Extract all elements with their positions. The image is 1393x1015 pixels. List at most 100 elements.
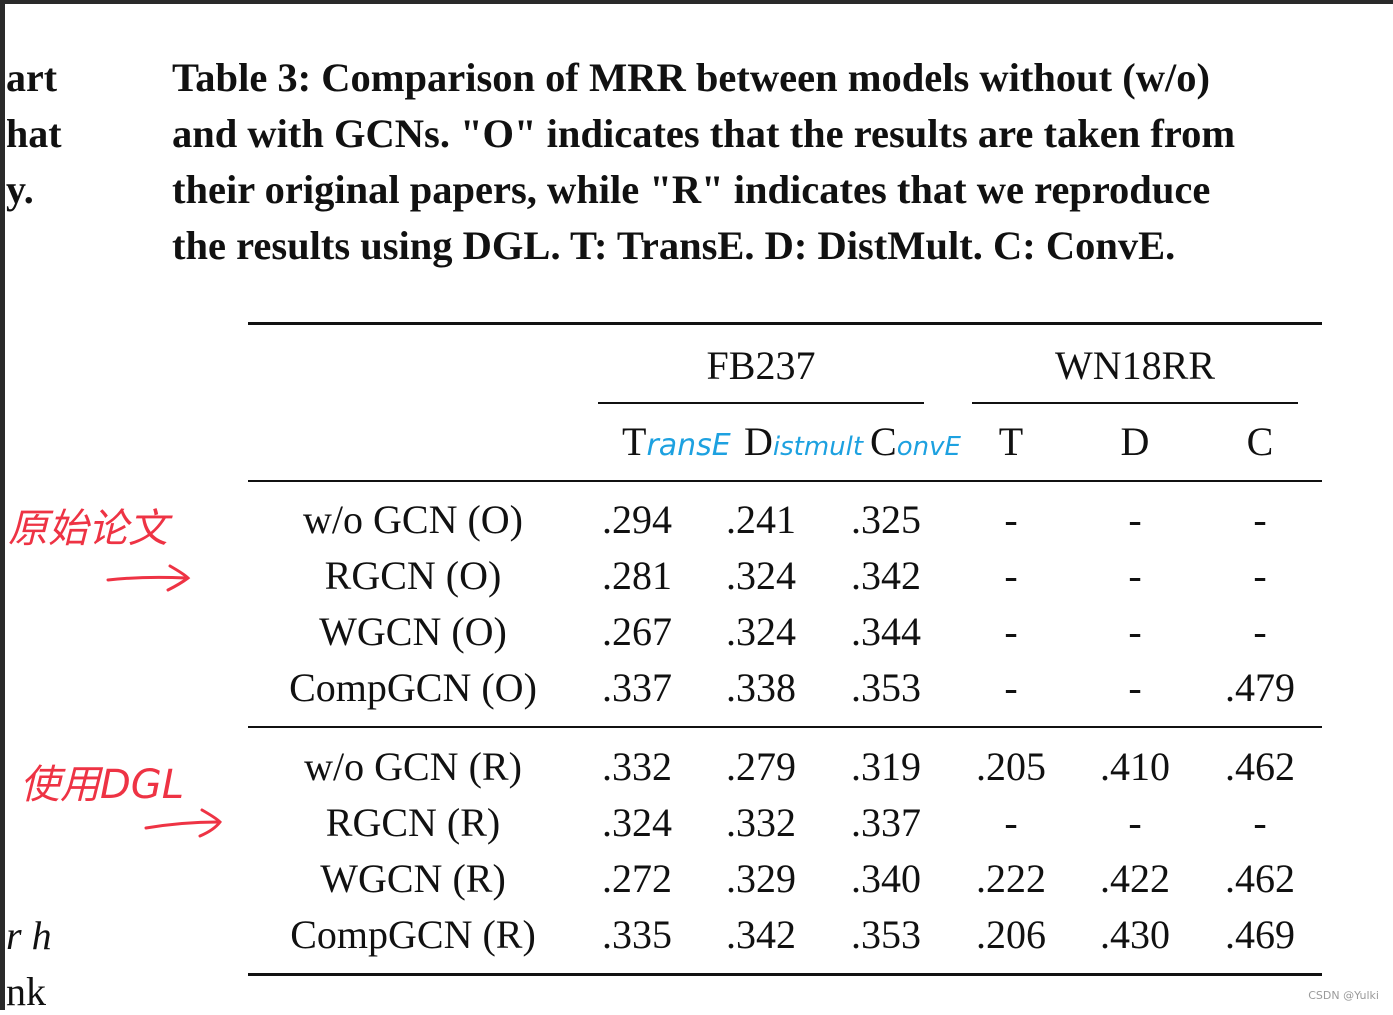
- table-row: w/o GCN (R) .332 .279 .319 .205 .410 .46…: [248, 743, 1322, 799]
- left-fragment: y.: [6, 167, 34, 212]
- left-fragment: art: [6, 55, 58, 100]
- table-row: WGCN (R) .272 .329 .340 .222 .422 .462: [248, 855, 1322, 911]
- table-cell: -: [1128, 800, 1142, 845]
- model-name: CompGCN (O): [289, 665, 537, 710]
- table-cell: .342: [726, 912, 796, 957]
- subheader-fb237-t: TransE: [622, 418, 732, 465]
- caption-line: the results using DGL. T: TransE. D: Dis…: [172, 223, 1176, 268]
- table-cell: .205: [976, 744, 1046, 789]
- model-name: CompGCN (R): [290, 912, 536, 957]
- group-rule-wn18rr: [972, 402, 1298, 404]
- subheader-letter: D: [744, 419, 773, 464]
- table-cell: -: [1004, 665, 1018, 710]
- handwritten-note-blue: istmult: [772, 432, 864, 462]
- header-rule: [248, 480, 1322, 482]
- subheader-fb237-d: Distmult: [744, 418, 874, 465]
- table-cell: .469: [1225, 912, 1295, 957]
- caption-line: their original papers, while "R" indicat…: [172, 167, 1211, 212]
- model-name: w/o GCN (O): [303, 497, 523, 542]
- table-cell: -: [1128, 665, 1142, 710]
- table-cell: -: [1128, 497, 1142, 542]
- model-name: WGCN (R): [320, 856, 506, 901]
- subheader-wn18rr-c: C: [1246, 419, 1274, 464]
- table-cell: .329: [726, 856, 796, 901]
- table-cell: .319: [851, 744, 921, 789]
- table-cell: .324: [726, 553, 796, 598]
- subheader-wn18rr-t: T: [998, 419, 1024, 464]
- table-cell: .294: [602, 497, 672, 542]
- subheader-letter: C: [870, 419, 897, 464]
- table-cell: -: [1253, 497, 1267, 542]
- caption-line: and with GCNs. "O" indicates that the re…: [172, 111, 1236, 156]
- table-row: w/o GCN (O) .294 .241 .325 - - -: [248, 496, 1322, 552]
- red-arrow-icon: [144, 808, 222, 838]
- section-rule: [248, 726, 1322, 728]
- table-cell: -: [1253, 609, 1267, 654]
- group-header-fb237: FB237: [706, 343, 816, 388]
- table-cell: .206: [976, 912, 1046, 957]
- table-row: WGCN (O) .267 .324 .344 - - -: [248, 608, 1322, 664]
- table-cell: .337: [851, 800, 921, 845]
- left-fragment: nk: [6, 969, 46, 1014]
- table-cell: .267: [602, 609, 672, 654]
- table-cell: .324: [726, 609, 796, 654]
- left-fragment: r h: [6, 913, 52, 958]
- table-row: RGCN (O) .281 .324 .342 - - -: [248, 552, 1322, 608]
- table-cell: .324: [602, 800, 672, 845]
- table-row: CompGCN (R) .335 .342 .353 .206 .430 .46…: [248, 911, 1322, 967]
- subheader-letter: T: [622, 419, 647, 464]
- watermark: CSDN @Yulki: [1308, 989, 1379, 1002]
- table-row: CompGCN (O) .337 .338 .353 - - .479: [248, 664, 1322, 720]
- handwritten-note-red: 原始论文: [8, 506, 168, 552]
- table-cell: -: [1004, 609, 1018, 654]
- left-fragment: hat: [6, 111, 62, 156]
- group-rule-fb237: [598, 402, 924, 404]
- table-cell: .430: [1100, 912, 1170, 957]
- handwritten-note-red: 使用DGL: [20, 762, 185, 808]
- red-arrow-icon: [106, 564, 191, 592]
- table-cell: -: [1253, 800, 1267, 845]
- table-cell: .410: [1100, 744, 1170, 789]
- table-cell: .422: [1100, 856, 1170, 901]
- table-cell: .281: [602, 553, 672, 598]
- table-cell: -: [1004, 497, 1018, 542]
- results-table: FB237 WN18RR TransE Distmult ConvE T D C…: [248, 320, 1322, 980]
- table-cell: -: [1128, 553, 1142, 598]
- table-cell: .272: [602, 856, 672, 901]
- window-top-edge: [0, 0, 1393, 4]
- table-cell: .332: [726, 800, 796, 845]
- table-cell: .353: [851, 912, 921, 957]
- handwritten-note-blue: onvE: [896, 432, 961, 462]
- table-cell: .222: [976, 856, 1046, 901]
- model-name: w/o GCN (R): [304, 744, 522, 789]
- table-cell: .279: [726, 744, 796, 789]
- subheader-fb237-c: ConvE: [870, 418, 970, 465]
- table-cell: .462: [1225, 856, 1295, 901]
- bottom-rule: [248, 973, 1322, 976]
- table-caption: Table 3: Comparison of MRR between model…: [172, 50, 1393, 274]
- table-row: RGCN (R) .324 .332 .337 - - -: [248, 799, 1322, 855]
- table-cell: .241: [726, 497, 796, 542]
- table-cell: -: [1253, 553, 1267, 598]
- window-left-edge: [0, 0, 5, 1010]
- table-cell: .325: [851, 497, 921, 542]
- table-cell: -: [1128, 609, 1142, 654]
- table-cell: .340: [851, 856, 921, 901]
- table-cell: .462: [1225, 744, 1295, 789]
- top-rule: [248, 322, 1322, 325]
- model-name: WGCN (O): [319, 609, 507, 654]
- table-cell: .342: [851, 553, 921, 598]
- table-cell: .353: [851, 665, 921, 710]
- table-cell: .337: [602, 665, 672, 710]
- model-name: RGCN (O): [324, 553, 502, 598]
- table-cell: .344: [851, 609, 921, 654]
- handwritten-note-blue: ransE: [646, 428, 731, 463]
- table-cell: .332: [602, 744, 672, 789]
- table-cell: -: [1004, 800, 1018, 845]
- group-header-wn18rr: WN18RR: [1055, 343, 1215, 388]
- table-cell: .479: [1225, 665, 1295, 710]
- model-name: RGCN (R): [325, 800, 501, 845]
- subheader-wn18rr-d: D: [1120, 419, 1150, 464]
- table-cell: -: [1004, 553, 1018, 598]
- table-cell: .338: [726, 665, 796, 710]
